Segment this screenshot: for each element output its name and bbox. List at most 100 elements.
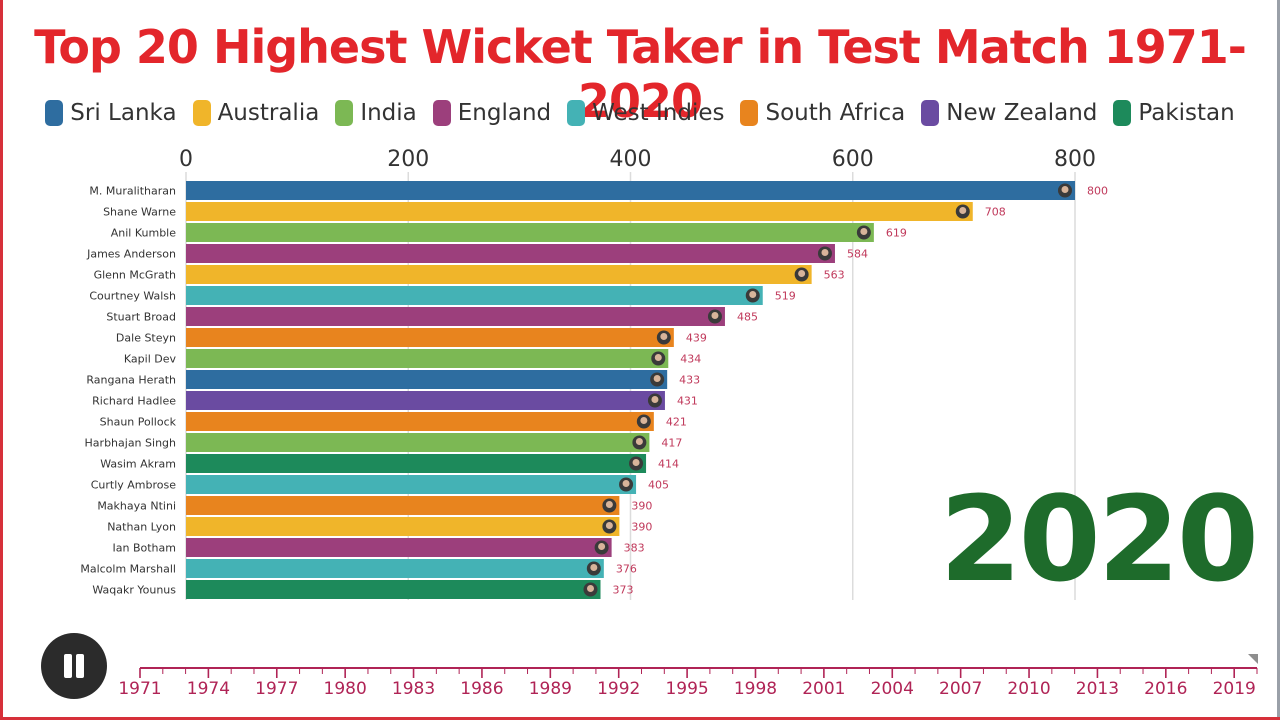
- player-avatar-face: [653, 375, 661, 382]
- legend-label: New Zealand: [946, 100, 1098, 126]
- legend-swatch: [921, 100, 940, 126]
- player-avatar-face: [1061, 186, 1069, 193]
- bar-value-label: 390: [631, 521, 652, 534]
- bar-value-label: 800: [1087, 185, 1108, 198]
- timeline-label: 2007: [939, 679, 982, 699]
- player-avatar-face: [860, 228, 868, 235]
- timeline-label: 1986: [460, 679, 503, 699]
- bar: [186, 475, 637, 494]
- bar: [186, 391, 665, 410]
- pause-button[interactable]: [41, 633, 107, 699]
- player-avatar-face: [749, 291, 757, 298]
- timeline-label: 1971: [118, 679, 161, 699]
- timeline-label: 2001: [802, 679, 845, 699]
- pause-icon: [64, 654, 72, 678]
- bar-category-label: Nathan Lyon: [107, 521, 176, 534]
- bar-category-label: Stuart Broad: [106, 311, 176, 324]
- legend-label: England: [457, 100, 552, 126]
- legend-item-india: India: [335, 100, 417, 126]
- timeline-label: 2010: [1007, 679, 1050, 699]
- bar: [186, 349, 669, 368]
- player-avatar-face: [821, 249, 829, 256]
- timeline-label: 1992: [597, 679, 640, 699]
- timeline-handle[interactable]: [1248, 654, 1258, 664]
- bar: [186, 517, 620, 536]
- legend-label: South Africa: [765, 100, 906, 126]
- bar: [186, 496, 620, 515]
- bar-category-label: Malcolm Marshall: [80, 563, 176, 576]
- frame-edge-right: [1277, 0, 1280, 720]
- bar-value-label: 431: [677, 395, 698, 408]
- player-avatar-face: [651, 396, 659, 403]
- bar-value-label: 434: [680, 353, 701, 366]
- legend-label: Pakistan: [1138, 100, 1235, 126]
- player-avatar-face: [632, 459, 640, 466]
- legend-swatch: [567, 100, 586, 126]
- bar-value-label: 414: [658, 458, 679, 471]
- player-avatar-face: [635, 438, 643, 445]
- player-avatar-face: [798, 270, 806, 277]
- bar-category-label: Harbhajan Singh: [85, 437, 176, 450]
- bar-category-label: Curtly Ambrose: [91, 479, 177, 492]
- bar-value-label: 563: [824, 269, 845, 282]
- legend-item-sri-lanka: Sri Lanka: [45, 100, 177, 126]
- legend-swatch: [1113, 100, 1132, 126]
- timeline-label: 1977: [255, 679, 298, 699]
- bar: [186, 244, 835, 263]
- bar-value-label: 421: [666, 416, 687, 429]
- bar-category-label: Richard Hadlee: [92, 395, 176, 408]
- bar-value-label: 376: [616, 563, 637, 576]
- timeline-label: 1989: [529, 679, 572, 699]
- bar-category-label: Ian Botham: [113, 542, 176, 555]
- x-tick-label: 400: [610, 147, 652, 172]
- timeline-label: 2016: [1144, 679, 1187, 699]
- player-avatar-face: [598, 543, 606, 550]
- bar-category-label: Dale Steyn: [116, 332, 176, 345]
- bar: [186, 454, 647, 473]
- player-avatar-face: [586, 585, 594, 592]
- bar-value-label: 417: [661, 437, 682, 450]
- legend: Sri Lanka Australia India England West Indie…: [0, 100, 1280, 126]
- current-year-label: 2020: [939, 470, 1259, 608]
- bar-category-label: Wasim Akram: [100, 458, 176, 471]
- bar: [186, 223, 874, 242]
- legend-swatch: [432, 100, 451, 126]
- bar-category-label: Shane Warne: [103, 206, 176, 219]
- x-tick-label: 800: [1054, 147, 1096, 172]
- bar: [186, 580, 601, 599]
- bar-category-label: Courtney Walsh: [89, 290, 176, 303]
- player-avatar-face: [640, 417, 648, 424]
- bar-value-label: 619: [886, 227, 907, 240]
- bar-category-label: Kapil Dev: [124, 353, 177, 366]
- legend-swatch: [45, 100, 64, 126]
- pause-icon-bar: [76, 654, 84, 678]
- player-avatar-face: [622, 480, 630, 487]
- bar: [186, 433, 650, 452]
- bar-value-label: 433: [679, 374, 700, 387]
- legend-item-pakistan: Pakistan: [1113, 100, 1235, 126]
- x-tick-label: 600: [832, 147, 874, 172]
- bar-category-label: Makhaya Ntini: [97, 500, 176, 513]
- bar-category-label: James Anderson: [86, 248, 176, 261]
- legend-label: Australia: [217, 100, 320, 126]
- bar: [186, 307, 725, 326]
- bar: [186, 370, 668, 389]
- bar-value-label: 390: [631, 500, 652, 513]
- bar-category-label: Glenn McGrath: [94, 269, 176, 282]
- bar-value-label: 439: [686, 332, 707, 345]
- x-tick-label: 200: [387, 147, 429, 172]
- player-avatar-face: [605, 501, 613, 508]
- bar: [186, 412, 654, 431]
- player-avatar-face: [654, 354, 662, 361]
- bar-category-label: Waqakr Younus: [92, 584, 176, 597]
- bar: [186, 559, 604, 578]
- bar: [186, 328, 674, 347]
- timeline-label: 1980: [324, 679, 367, 699]
- bar-value-label: 708: [985, 206, 1006, 219]
- timeline-label: 1974: [187, 679, 230, 699]
- timeline-label: 2004: [871, 679, 914, 699]
- frame-edge-bottom: [0, 717, 1280, 720]
- legend-item-australia: Australia: [192, 100, 320, 126]
- legend-item-new-zealand: New Zealand: [921, 100, 1097, 126]
- bar: [186, 538, 612, 557]
